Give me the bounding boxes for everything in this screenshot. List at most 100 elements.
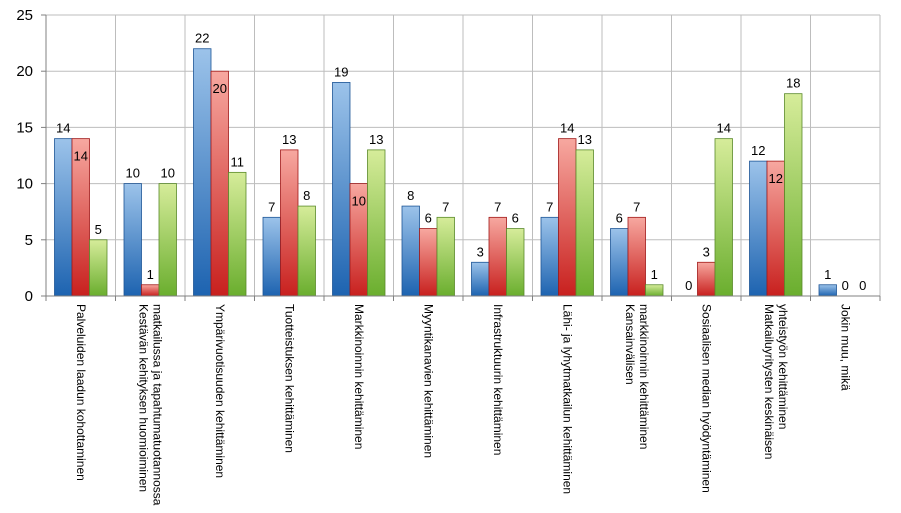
bar-red-8 [627, 216, 646, 297]
data-label-red-2: 20 [213, 81, 227, 96]
y-tick-label: 25 [16, 7, 33, 24]
bar-blue-1 [123, 183, 142, 297]
bar-green-7 [575, 149, 594, 297]
data-label-red-5: 6 [425, 211, 432, 226]
category-label-line: Palveluiden laadun kohottaminen [74, 304, 88, 481]
data-label-red-4: 10 [352, 194, 366, 209]
category-label-line: Ympärivuotisuuden kehittäminen [213, 304, 227, 478]
data-label-blue-1: 10 [126, 166, 140, 181]
category-label-8: Kansainvälisen markkinoinnin kehittäminen [623, 304, 651, 449]
data-label-red-10: 12 [769, 171, 783, 186]
data-label-green-1: 10 [161, 166, 175, 181]
category-label-7: Lähi- ja lyhytmatkailun kehittäminen [560, 304, 574, 494]
bars [54, 48, 837, 297]
category-label-line: Lähi- ja lyhytmatkailun kehittäminen [560, 304, 574, 494]
bar-blue-3 [262, 216, 281, 297]
category-label-6: Infrastruktuurin kehittäminen [491, 304, 505, 455]
bar-red-6 [488, 216, 507, 297]
category-labels: Palveluiden laadun kohottaminen Kestävän … [74, 304, 853, 506]
data-label-green-2: 11 [231, 154, 245, 169]
category-label-11: Jokin muu, mikä [838, 304, 852, 391]
data-label-red-1: 1 [147, 267, 154, 282]
y-tick-label: 0 [25, 288, 33, 305]
category-label-10: Matkailuyritysten keskinäisen yhteistyön … [762, 304, 790, 459]
data-label-green-10: 18 [786, 76, 800, 91]
data-label-green-11: 0 [859, 278, 866, 293]
y-tick-label: 15 [16, 119, 33, 136]
data-label-green-7: 13 [578, 132, 592, 147]
category-label-5: Myyntikanavien kehittäminen [421, 304, 435, 458]
category-label-4: Markkinoinnin kehittäminen [352, 304, 366, 449]
data-label-green-8: 1 [651, 267, 658, 282]
bar-red-9 [697, 261, 716, 297]
data-label-blue-9: 0 [685, 278, 692, 293]
data-label-blue-2: 22 [195, 31, 209, 46]
data-label-blue-4: 19 [334, 64, 348, 79]
bar-green-8 [645, 284, 664, 297]
bar-blue-6 [471, 261, 490, 297]
data-label-green-3: 8 [303, 188, 310, 203]
data-label-red-9: 3 [703, 244, 710, 259]
data-label-blue-5: 8 [407, 188, 414, 203]
category-label-line: Jokin muu, mikä [838, 304, 852, 391]
bar-blue-8 [610, 228, 629, 297]
bar-blue-0 [54, 138, 73, 297]
data-label-red-11: 0 [842, 278, 849, 293]
y-tick-label: 10 [16, 176, 33, 193]
category-label-line: Kansainvälisen [623, 304, 637, 385]
bar-green-10 [784, 93, 803, 297]
bar-blue-7 [540, 216, 559, 297]
data-label-blue-10: 12 [751, 143, 765, 158]
category-label-3: Tuotteistuksen kehittäminen [282, 304, 296, 453]
data-labels: 1414510110222011713819101386737671413671… [56, 31, 866, 293]
category-label-0: Palveluiden laadun kohottaminen [74, 304, 88, 481]
data-label-blue-6: 3 [477, 244, 484, 259]
bar-red-7 [558, 138, 577, 297]
bar-red-2 [210, 70, 229, 297]
category-label-line: markkinoinnin kehittäminen [637, 304, 651, 449]
category-label-line: Matkailuyritysten keskinäisen [762, 304, 776, 459]
bar-green-0 [89, 239, 108, 297]
bar-blue-5 [401, 205, 420, 297]
data-label-blue-8: 6 [616, 211, 623, 226]
bar-blue-4 [332, 82, 351, 297]
bar-green-1 [158, 183, 177, 297]
bar-green-3 [297, 205, 316, 297]
data-label-green-4: 13 [369, 132, 383, 147]
data-label-green-0: 5 [95, 222, 102, 237]
data-label-red-0: 14 [74, 149, 88, 164]
category-label-line: Infrastruktuurin kehittäminen [491, 304, 505, 455]
data-label-red-6: 7 [494, 199, 501, 214]
y-tick-label: 5 [25, 232, 33, 249]
bar-blue-10 [749, 160, 768, 297]
category-label-2: Ympärivuotisuuden kehittäminen [213, 304, 227, 478]
data-label-blue-7: 7 [546, 199, 553, 214]
bar-green-5 [436, 216, 455, 297]
category-label-line: Tuotteistuksen kehittäminen [282, 304, 296, 453]
data-label-red-8: 7 [633, 199, 640, 214]
category-label-line: Sosiaalisen median hyödyntäminen [699, 304, 713, 493]
category-label-9: Sosiaalisen median hyödyntäminen [699, 304, 713, 493]
data-label-red-7: 14 [560, 121, 574, 136]
category-label-1: Kestävän kehityksen huomioiminen matkailu… [136, 304, 164, 506]
bar-green-4 [367, 149, 386, 297]
data-label-blue-3: 7 [268, 199, 275, 214]
bar-blue-2 [193, 48, 212, 297]
data-label-blue-0: 14 [56, 121, 70, 136]
y-tick-label: 20 [16, 63, 33, 80]
data-label-red-3: 13 [282, 132, 296, 147]
category-label-line: Kestävän kehityksen huomioiminen [136, 304, 150, 492]
bar-green-6 [506, 228, 525, 297]
category-label-line: Markkinoinnin kehittäminen [352, 304, 366, 449]
bar-red-3 [280, 149, 299, 297]
data-label-green-9: 14 [717, 121, 731, 136]
category-label-line: Myyntikanavien kehittäminen [421, 304, 435, 458]
bar-red-1 [141, 284, 160, 297]
bar-green-2 [228, 171, 247, 297]
data-label-blue-11: 1 [824, 267, 831, 282]
bar-blue-11 [818, 284, 837, 297]
bar-green-9 [714, 138, 733, 297]
